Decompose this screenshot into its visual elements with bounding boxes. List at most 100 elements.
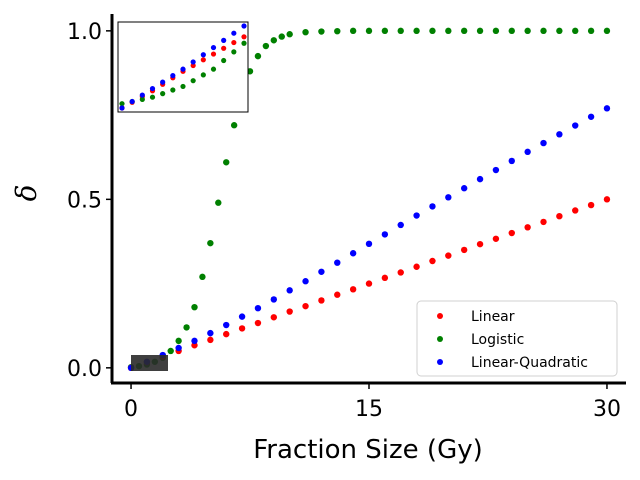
- data-point-linear: [381, 274, 389, 282]
- inset-point-logistic: [221, 57, 227, 64]
- legend: Linear Logistic Linear-Quadratic: [416, 300, 618, 377]
- data-point-logistic: [191, 303, 198, 311]
- inset-point-linear-quadratic: [119, 105, 125, 111]
- data-point-linear: [254, 319, 262, 327]
- data-point-logistic: [397, 27, 404, 35]
- inset-point-linear-quadratic: [139, 92, 145, 98]
- data-point-logistic: [587, 27, 595, 35]
- legend-items: Linear Logistic Linear-Quadratic: [437, 309, 588, 371]
- x-tick-label: 0: [124, 397, 138, 422]
- y-tick-label: 0.5: [67, 188, 102, 213]
- data-point-linear: [238, 325, 246, 332]
- data-point-logistic: [508, 27, 515, 35]
- data-point-linear: [286, 308, 293, 315]
- data-point-linear-quadratic: [556, 131, 563, 138]
- inset-point-logistic: [170, 87, 176, 93]
- data-point-linear: [270, 314, 278, 321]
- data-point-linear: [223, 330, 230, 338]
- legend-label-logistic: Logistic: [471, 332, 524, 348]
- inset-point-linear-quadratic: [180, 66, 186, 72]
- data-point-logistic: [286, 31, 293, 38]
- inset-point-linear: [190, 62, 196, 69]
- data-point-logistic: [476, 27, 484, 35]
- data-point-logistic: [445, 27, 452, 35]
- data-point-linear-quadratic: [238, 313, 246, 320]
- data-point-linear: [524, 224, 531, 231]
- data-point-logistic: [492, 27, 500, 35]
- inset-series-linear-quadratic: [119, 23, 247, 111]
- inset-point-linear-quadratic: [231, 30, 237, 36]
- data-point-logistic: [365, 27, 373, 35]
- inset-point-linear: [200, 57, 206, 63]
- data-point-linear: [191, 342, 198, 349]
- inset-point-logistic: [231, 49, 237, 55]
- data-point-logistic: [207, 239, 214, 247]
- data-point-linear-quadratic: [413, 212, 420, 219]
- data-point-linear: [318, 297, 325, 304]
- data-point-linear: [429, 257, 436, 265]
- data-point-logistic: [318, 28, 325, 35]
- data-point-linear-quadratic: [254, 304, 262, 312]
- inset-point-linear: [231, 39, 237, 46]
- inset-point-linear-quadratic: [200, 52, 206, 58]
- data-point-logistic: [230, 122, 238, 129]
- data-point-linear-quadratic: [270, 296, 278, 303]
- inset-point-linear-quadratic: [149, 85, 156, 92]
- inset-point-linear-quadratic: [221, 37, 227, 43]
- data-point-linear-quadratic: [318, 268, 325, 275]
- data-point-logistic: [429, 27, 436, 35]
- data-point-logistic: [183, 324, 190, 331]
- data-point-logistic: [167, 347, 174, 355]
- inset-point-linear-quadratic: [160, 79, 166, 85]
- data-point-linear: [302, 302, 309, 310]
- inset-point-linear-quadratic: [190, 59, 196, 65]
- data-point-logistic: [349, 27, 357, 35]
- data-point-logistic: [603, 27, 611, 35]
- inset-points: [119, 23, 247, 111]
- data-point-linear: [349, 286, 357, 293]
- data-point-logistic: [223, 159, 230, 166]
- data-point-linear-quadratic: [429, 203, 436, 210]
- data-point-linear: [508, 229, 515, 237]
- inset-point-linear-quadratic: [210, 44, 217, 51]
- data-point-logistic: [524, 27, 531, 35]
- data-point-logistic: [302, 28, 309, 36]
- data-point-linear-quadratic: [286, 287, 293, 294]
- data-point-linear: [492, 235, 500, 242]
- data-point-logistic: [334, 27, 341, 35]
- data-point-logistic: [556, 27, 563, 35]
- ticks: 0 15 30 0.0 0.5 1.0: [67, 20, 621, 422]
- x-tick-label: 15: [355, 397, 383, 422]
- data-point-logistic: [572, 27, 579, 35]
- legend-marker-logistic: [437, 336, 443, 342]
- data-point-linear-quadratic: [476, 175, 484, 183]
- data-point-linear-quadratic: [365, 240, 373, 248]
- data-point-linear-quadratic: [587, 113, 595, 120]
- data-point-linear: [587, 201, 595, 209]
- zoom-region-marker: [131, 355, 168, 371]
- data-point-logistic: [278, 33, 285, 40]
- inset-point-logistic: [119, 101, 125, 107]
- inset-point-logistic: [210, 66, 217, 72]
- data-point-logistic: [270, 37, 278, 44]
- data-point-linear-quadratic: [603, 105, 611, 112]
- data-point-logistic: [199, 273, 206, 281]
- legend-frame: [416, 300, 618, 377]
- x-tick-label: 30: [593, 397, 621, 422]
- inset-point-logistic: [149, 94, 156, 100]
- data-point-logistic: [460, 27, 468, 35]
- data-point-linear-quadratic: [302, 278, 309, 285]
- legend-label-linear: Linear: [471, 309, 515, 325]
- data-point-logistic: [215, 199, 222, 206]
- data-point-linear-quadratic: [524, 148, 531, 156]
- data-point-linear-quadratic: [460, 185, 468, 192]
- data-point-linear-quadratic: [207, 329, 214, 337]
- data-point-logistic: [381, 27, 389, 35]
- data-point-logistic: [413, 27, 420, 35]
- legend-marker-linear: [437, 313, 443, 319]
- inset-point-logistic: [190, 78, 196, 84]
- data-point-linear: [413, 263, 420, 270]
- data-point-logistic: [262, 42, 270, 50]
- inset-point-linear: [221, 45, 227, 51]
- inset-point-linear: [210, 51, 217, 57]
